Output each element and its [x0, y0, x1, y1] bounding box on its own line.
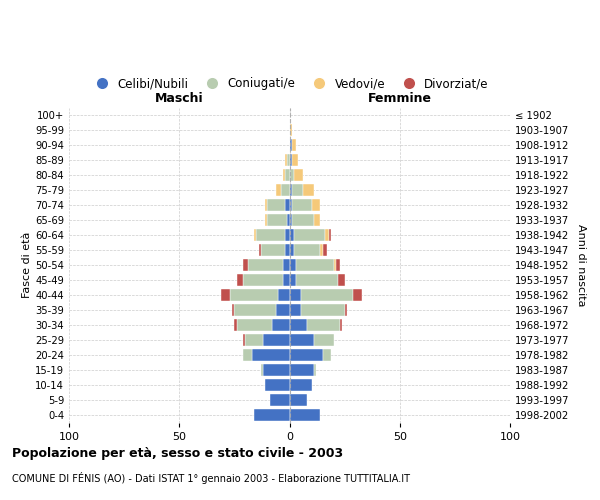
- Bar: [285, 169, 290, 181]
- Bar: [283, 274, 290, 286]
- Bar: [290, 349, 323, 361]
- Bar: [276, 184, 281, 196]
- Bar: [278, 289, 290, 301]
- Bar: [283, 259, 290, 271]
- Bar: [294, 244, 320, 256]
- Bar: [314, 364, 316, 376]
- Bar: [294, 229, 325, 241]
- Text: Maschi: Maschi: [155, 92, 203, 104]
- Bar: [340, 319, 343, 331]
- Bar: [307, 319, 340, 331]
- Bar: [290, 409, 320, 421]
- Bar: [334, 259, 336, 271]
- Y-axis label: Anni di nascita: Anni di nascita: [576, 224, 586, 306]
- Bar: [290, 184, 292, 196]
- Bar: [290, 214, 292, 226]
- Bar: [290, 394, 307, 406]
- Bar: [235, 319, 236, 331]
- Bar: [325, 229, 329, 241]
- Bar: [281, 184, 290, 196]
- Bar: [287, 214, 290, 226]
- Bar: [311, 199, 320, 211]
- Bar: [290, 379, 311, 391]
- Bar: [338, 274, 344, 286]
- Bar: [243, 274, 283, 286]
- Bar: [290, 199, 292, 211]
- Y-axis label: Fasce di età: Fasce di età: [22, 232, 32, 298]
- Bar: [292, 139, 296, 151]
- Bar: [290, 259, 296, 271]
- Bar: [303, 184, 314, 196]
- Bar: [290, 334, 314, 346]
- Bar: [283, 169, 285, 181]
- Bar: [265, 379, 290, 391]
- Bar: [290, 154, 292, 166]
- Bar: [290, 139, 292, 151]
- Bar: [296, 274, 338, 286]
- Bar: [292, 154, 298, 166]
- Bar: [290, 364, 314, 376]
- Bar: [269, 394, 290, 406]
- Bar: [256, 229, 285, 241]
- Bar: [232, 304, 235, 316]
- Bar: [254, 229, 256, 241]
- Bar: [263, 334, 290, 346]
- Bar: [296, 259, 334, 271]
- Bar: [329, 229, 331, 241]
- Bar: [268, 199, 285, 211]
- Bar: [290, 274, 296, 286]
- Bar: [243, 259, 248, 271]
- Bar: [301, 304, 344, 316]
- Bar: [301, 289, 353, 301]
- Bar: [323, 244, 327, 256]
- Bar: [292, 214, 314, 226]
- Bar: [285, 244, 290, 256]
- Bar: [265, 214, 268, 226]
- Bar: [285, 154, 287, 166]
- Bar: [290, 319, 307, 331]
- Bar: [236, 274, 243, 286]
- Bar: [353, 289, 362, 301]
- Text: Popolazione per età, sesso e stato civile - 2003: Popolazione per età, sesso e stato civil…: [12, 448, 343, 460]
- Bar: [290, 229, 294, 241]
- Bar: [294, 169, 303, 181]
- Bar: [287, 154, 290, 166]
- Bar: [272, 319, 290, 331]
- Bar: [314, 334, 334, 346]
- Bar: [265, 199, 268, 211]
- Text: COMUNE DI FÉNIS (AO) - Dati ISTAT 1° gennaio 2003 - Elaborazione TUTTITALIA.IT: COMUNE DI FÉNIS (AO) - Dati ISTAT 1° gen…: [12, 472, 410, 484]
- Bar: [261, 364, 263, 376]
- Bar: [344, 304, 347, 316]
- Bar: [268, 214, 287, 226]
- Bar: [259, 244, 261, 256]
- Legend: Celibi/Nubili, Coniugati/e, Vedovi/e, Divorziat/e: Celibi/Nubili, Coniugati/e, Vedovi/e, Di…: [86, 72, 493, 95]
- Bar: [285, 199, 290, 211]
- Bar: [263, 364, 290, 376]
- Bar: [243, 349, 252, 361]
- Text: Femmine: Femmine: [368, 92, 432, 104]
- Bar: [276, 304, 290, 316]
- Bar: [285, 229, 290, 241]
- Bar: [252, 349, 290, 361]
- Bar: [235, 304, 276, 316]
- Bar: [320, 244, 323, 256]
- Bar: [254, 409, 290, 421]
- Bar: [290, 304, 301, 316]
- Bar: [221, 289, 230, 301]
- Bar: [248, 259, 283, 271]
- Bar: [292, 199, 311, 211]
- Bar: [336, 259, 340, 271]
- Bar: [292, 184, 303, 196]
- Bar: [230, 289, 278, 301]
- Bar: [290, 289, 301, 301]
- Bar: [290, 169, 294, 181]
- Bar: [323, 349, 331, 361]
- Bar: [243, 334, 245, 346]
- Bar: [290, 244, 294, 256]
- Bar: [245, 334, 263, 346]
- Bar: [314, 214, 320, 226]
- Bar: [261, 244, 285, 256]
- Bar: [236, 319, 272, 331]
- Bar: [290, 124, 292, 136]
